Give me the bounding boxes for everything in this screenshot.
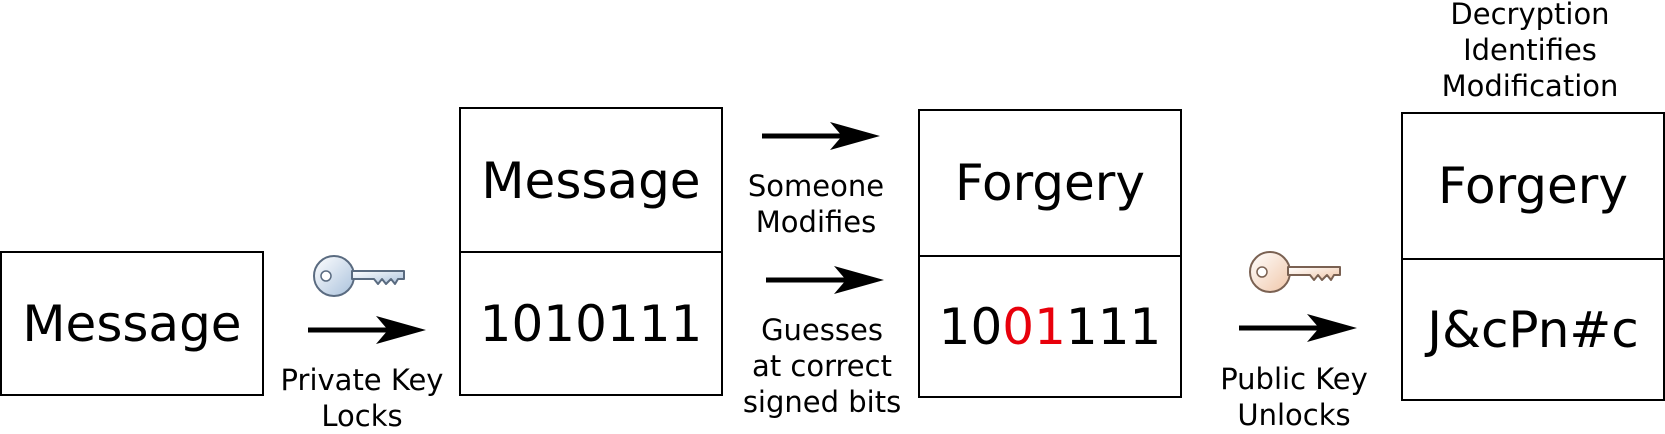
modify-arrow-upper: [762, 122, 880, 150]
decryption-heading-line3: Modification: [1441, 69, 1619, 103]
decrypted-garbage: J&cPn#c: [1427, 300, 1639, 359]
private-key-caption-line1: Private Key: [280, 363, 444, 397]
guesses-caption: Guesses at correct signed bits: [722, 312, 922, 420]
private-key-caption: Private Key Locks: [262, 362, 462, 434]
public-key-caption-line2: Unlocks: [1237, 398, 1351, 432]
decrypted-forgery-label: Forgery: [1438, 157, 1628, 215]
decryption-heading: Decryption Identifies Modification: [1380, 0, 1665, 104]
forgery-divider: [920, 255, 1180, 257]
someone-modifies-line1: Someone: [747, 169, 885, 203]
message-label: Message: [22, 294, 242, 353]
forgery-box: Forgery 10 01 111: [918, 109, 1182, 398]
lock-arrow: [308, 316, 426, 344]
someone-modifies-caption: Someone Modifies: [716, 168, 916, 240]
signed-message-label: Message: [481, 152, 701, 210]
forgery-label: Forgery: [955, 154, 1145, 212]
decrypted-forgery-box: Forgery J&cPn#c: [1401, 112, 1665, 401]
public-key-caption-line1: Public Key: [1220, 362, 1368, 396]
forged-bits-prefix: 10: [938, 297, 1003, 356]
key-blue-icon: [313, 255, 405, 297]
decryption-heading-line2: Identifies: [1463, 33, 1597, 67]
decrypted-forgery-divider: [1403, 258, 1663, 260]
forged-bits: 10 01 111: [920, 257, 1180, 396]
guesses-line1: Guesses: [761, 313, 883, 347]
signed-message-divider: [461, 251, 721, 253]
signature-bits: 1010111: [479, 294, 703, 353]
unlock-arrow: [1239, 314, 1357, 342]
private-key-caption-line2: Locks: [321, 399, 403, 433]
signed-message-box: Message 1010111: [459, 107, 723, 396]
someone-modifies-line2: Modifies: [755, 205, 877, 239]
modify-arrow-lower: [766, 266, 884, 294]
message-box: Message: [0, 251, 264, 396]
guesses-line3: signed bits: [742, 385, 902, 419]
forged-bits-changed: 01: [1002, 297, 1066, 356]
decryption-heading-line1: Decryption: [1450, 0, 1610, 31]
guesses-line2: at correct: [752, 349, 892, 383]
public-key-caption: Public Key Unlocks: [1194, 361, 1394, 433]
key-peach-icon: [1249, 251, 1341, 293]
forged-bits-suffix: 111: [1065, 297, 1162, 356]
